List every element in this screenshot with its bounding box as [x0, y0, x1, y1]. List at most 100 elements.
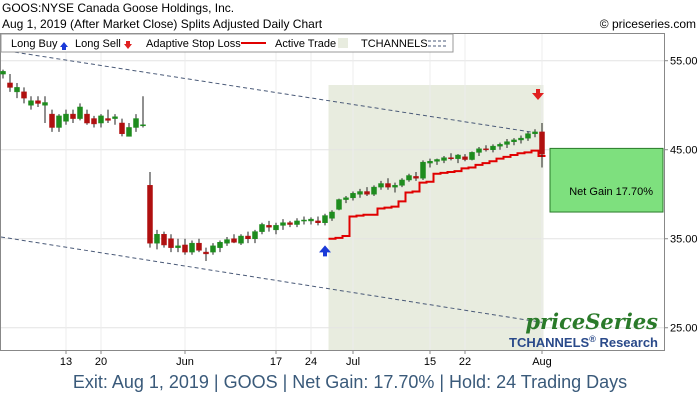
candle-body	[133, 118, 139, 128]
candle	[259, 222, 265, 235]
candle	[511, 138, 517, 146]
candle	[413, 171, 419, 181]
candle-body	[350, 193, 356, 199]
candle	[210, 243, 216, 255]
candle-body	[497, 144, 503, 147]
candle	[203, 247, 209, 261]
candle-body	[483, 148, 489, 151]
candle	[28, 96, 34, 110]
candle-body	[315, 220, 321, 223]
candle	[434, 158, 440, 165]
candle	[42, 96, 48, 124]
net-gain-box	[549, 147, 664, 213]
tchannels	[0, 49, 543, 323]
candle	[189, 240, 195, 255]
candle	[35, 96, 41, 107]
candle-body	[189, 242, 195, 253]
candle	[98, 114, 104, 128]
candle	[238, 234, 244, 245]
candle-body	[476, 148, 482, 153]
red-down-arrow-stem	[126, 41, 130, 44]
candle-body	[154, 234, 160, 244]
candlesticks	[0, 69, 545, 261]
candle-body	[196, 242, 202, 251]
legend-stop-loss: Adaptive Stop Loss	[146, 38, 241, 50]
candle	[168, 234, 174, 253]
long-sell-arrow-icon	[532, 89, 544, 101]
candle	[476, 147, 482, 156]
candle	[294, 218, 300, 228]
candle	[231, 234, 237, 244]
candle-body	[399, 179, 405, 186]
candle	[371, 185, 377, 197]
active-trade-band	[328, 85, 544, 350]
candle-body	[168, 238, 174, 248]
candle-body	[392, 185, 398, 188]
candle-body	[259, 224, 265, 232]
candle-body	[420, 161, 426, 179]
x-tick-label: 17	[270, 356, 282, 368]
net-gain-rect	[549, 147, 664, 213]
candle-body	[217, 242, 223, 248]
stop-loss-line	[328, 149, 546, 240]
candle-body	[539, 131, 545, 155]
candle-body	[287, 222, 293, 225]
x-tick-label: Aug	[532, 356, 552, 368]
candle-body	[77, 106, 83, 119]
candle-body	[91, 118, 97, 125]
active-trade-swatch	[338, 38, 348, 48]
candle-body	[504, 141, 510, 145]
candle-body	[84, 113, 90, 124]
candle-body	[98, 115, 104, 124]
y-tick-label: 35.00	[670, 234, 698, 246]
priceseries-logo: priceSeries	[525, 309, 658, 334]
candle-body	[210, 245, 216, 253]
candle-body	[238, 235, 244, 244]
candle	[175, 238, 181, 253]
candle	[385, 178, 391, 190]
candle-body	[203, 251, 209, 255]
candle-body	[119, 122, 125, 134]
candle-body	[322, 215, 328, 223]
candle	[483, 145, 489, 152]
candle	[539, 123, 545, 168]
x-tick-label: Jun	[176, 356, 194, 368]
upper-channel-line	[0, 49, 543, 135]
chart-subtitle: Aug 1, 2019 (After Market Close) Splits …	[2, 17, 323, 31]
y-tick-label: 25.00	[670, 323, 698, 335]
candle	[448, 153, 454, 161]
candle	[147, 171, 153, 248]
candle	[182, 238, 188, 255]
candle	[497, 142, 503, 150]
y-axis: 25.00 35.00 45.00 55.00	[664, 56, 698, 335]
candle-body	[266, 225, 272, 228]
grid-lines	[1, 34, 664, 350]
candle	[63, 109, 69, 125]
candle	[364, 187, 370, 197]
red-down-arrow-icon	[124, 44, 132, 49]
candle-body	[175, 245, 181, 248]
stop-loss-path	[328, 149, 546, 240]
candle-body	[14, 87, 20, 93]
price-chart: 25.00 35.00 45.00 55.00 13 20 Jun 17 24 Jul 15 22 A…	[0, 33, 698, 368]
candle-body	[364, 191, 370, 195]
copyright-label: © priceseries.com	[599, 17, 696, 31]
candle	[504, 139, 510, 148]
candle	[126, 123, 132, 137]
x-axis: 13 20 Jun 17 24 Jul 15 22 Aug	[60, 350, 552, 368]
legend-long-sell: Long Sell	[75, 38, 121, 50]
candle	[154, 229, 160, 250]
x-tick-label: 22	[459, 356, 471, 368]
y-tick-label: 45.00	[670, 145, 698, 157]
candle-body	[343, 197, 349, 200]
x-tick-label: 20	[95, 356, 107, 368]
long-buy-arrow-icon	[319, 245, 331, 257]
candle-body	[294, 220, 300, 225]
candle-body	[308, 218, 314, 222]
candle	[280, 219, 286, 230]
candle-body	[56, 115, 62, 128]
legend: Long Buy Long Sell Adaptive Stop Loss Ac…	[0, 33, 454, 53]
candle-body	[336, 199, 342, 210]
candle	[455, 154, 461, 164]
candle	[518, 135, 524, 144]
